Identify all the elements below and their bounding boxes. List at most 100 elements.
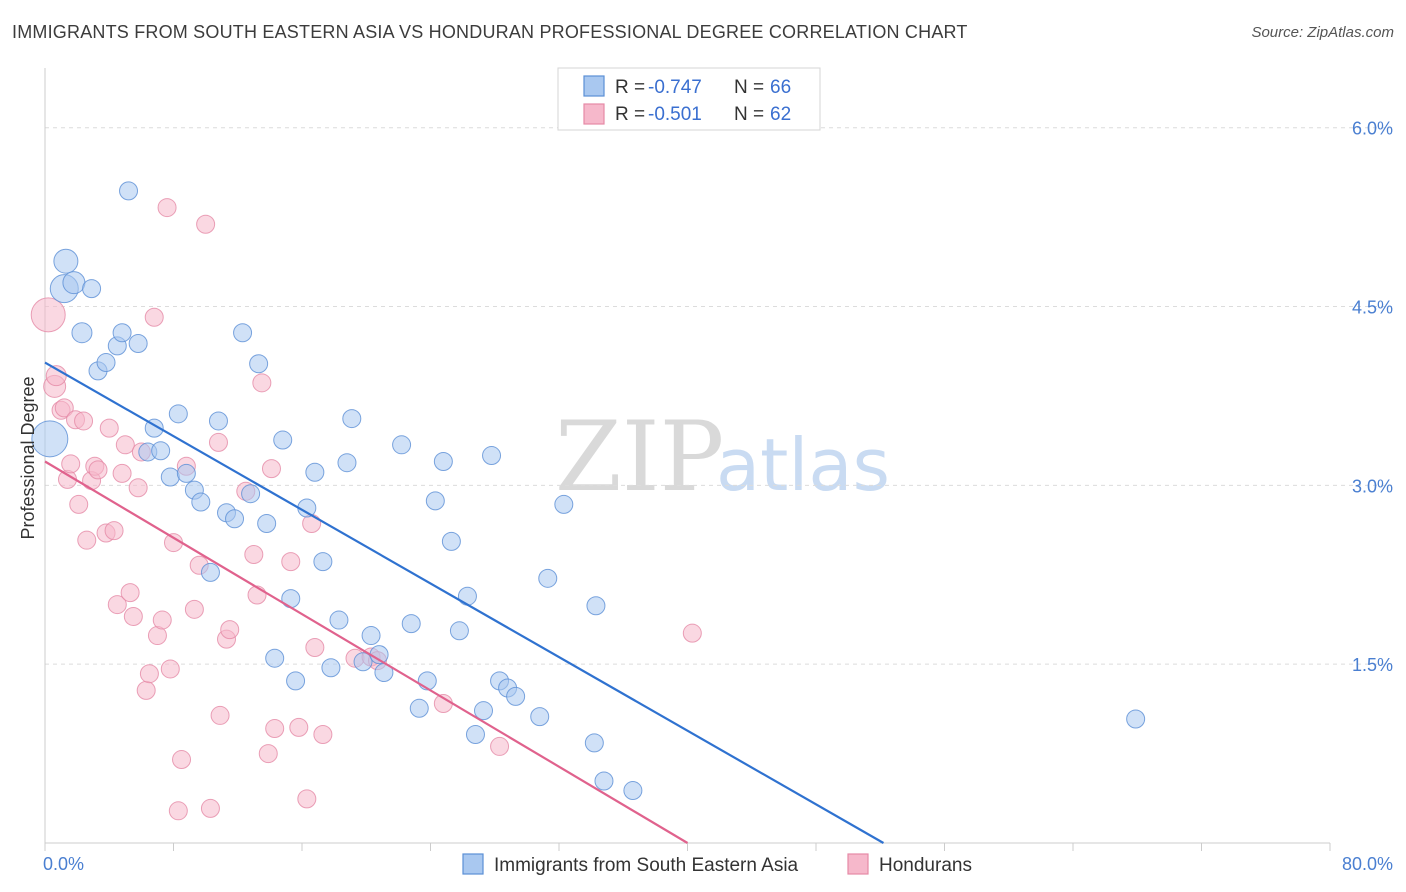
hondurans-point-8 <box>69 494 89 514</box>
legend-n-label-blue: N = <box>734 77 764 98</box>
immigrants-point-9 <box>112 323 132 343</box>
hondurans-point-9 <box>74 411 94 431</box>
hondurans-point-49 <box>265 719 285 739</box>
immigrants-point-63 <box>594 771 614 791</box>
hondurans-point-20 <box>120 583 140 603</box>
immigrants-point-21 <box>208 411 228 431</box>
hondurans-point-25 <box>139 664 159 684</box>
immigrants-point-23 <box>225 509 245 529</box>
watermark-zip: ZIP <box>555 401 724 513</box>
trend-lines <box>44 361 885 844</box>
immigrants-point-11 <box>128 333 148 353</box>
hondurans-point-0 <box>30 297 66 333</box>
y-tick-label-3: 6.0% <box>1352 119 1393 139</box>
immigrants-point-3 <box>62 271 86 295</box>
immigrants-point-5 <box>71 322 93 344</box>
hondurans-point-24 <box>136 680 156 700</box>
immigrants-point-40 <box>361 626 381 646</box>
immigrants-point-50 <box>449 621 469 641</box>
immigrants-point-49 <box>441 531 461 551</box>
hondurans-point-46 <box>252 373 272 393</box>
legend-r-value-pink: -0.501 <box>648 104 702 125</box>
immigrants-point-29 <box>273 430 293 450</box>
hondurans-point-39 <box>208 432 228 452</box>
hondurans-point-19 <box>115 435 135 455</box>
hondurans-point-60 <box>490 736 510 756</box>
immigrants-point-4 <box>82 279 102 299</box>
legend-swatch-blue <box>583 75 605 97</box>
hondurans-point-21 <box>123 606 143 626</box>
hondurans-point-45 <box>247 585 267 605</box>
legend-r-value-blue: -0.747 <box>648 77 702 98</box>
series-legend-label-blue: Immigrants from South Eastern Asia <box>494 855 799 876</box>
hondurans-point-54 <box>305 637 325 657</box>
immigrants-point-0 <box>31 420 69 458</box>
hondurans-point-51 <box>289 717 309 737</box>
hondurans-point-61 <box>682 623 702 643</box>
immigrants-point-24 <box>233 323 253 343</box>
hondurans-point-6 <box>61 454 81 474</box>
immigrants-point-45 <box>409 698 429 718</box>
immigrants-point-57 <box>506 686 526 706</box>
legend-r-label-blue: R = <box>615 77 645 98</box>
hondurans-point-4 <box>54 398 74 418</box>
watermark-atlas: atlas <box>716 423 890 507</box>
immigrants-point-20 <box>200 562 220 582</box>
immigrants-point-39 <box>353 652 373 672</box>
immigrants-point-53 <box>474 701 494 721</box>
hondurans-point-48 <box>261 459 281 479</box>
x-tick-label-max: 80.0% <box>1342 854 1393 874</box>
immigrants-point-43 <box>392 435 412 455</box>
hondurans-point-35 <box>184 599 204 619</box>
hondurans-point-42 <box>220 620 240 640</box>
series-legend: Immigrants from South Eastern Asia Hondu… <box>462 853 972 876</box>
immigrants-point-48 <box>433 452 453 471</box>
immigrants-point-34 <box>313 552 333 572</box>
source-credit: Source: ZipAtlas.com <box>1251 24 1394 41</box>
immigrants-point-26 <box>249 354 269 374</box>
immigrants-point-36 <box>329 610 349 630</box>
y-tick-label-2: 4.5% <box>1352 298 1393 318</box>
x-tick-label-min: 0.0% <box>43 854 84 874</box>
immigrants-point-28 <box>265 648 285 668</box>
immigrants-point-58 <box>530 707 550 727</box>
immigrants-point-7 <box>96 353 116 373</box>
immigrants-point-51 <box>457 586 477 606</box>
immigrants-point-2 <box>53 248 79 274</box>
immigrants-point-35 <box>321 658 341 678</box>
immigrants-point-27 <box>257 513 277 533</box>
immigrants-point-14 <box>151 441 171 461</box>
hondurans-point-44 <box>244 544 264 564</box>
watermark: ZIP atlas <box>555 401 890 513</box>
immigrants-point-37 <box>337 453 357 473</box>
immigrants-point-33 <box>305 462 325 482</box>
hondurans-point-40 <box>210 705 230 725</box>
immigrants-point-46 <box>417 671 437 691</box>
immigrants-point-47 <box>425 491 445 511</box>
hondurans-point-15 <box>99 418 119 438</box>
hondurans-point-38 <box>200 798 220 818</box>
hondurans-point-30 <box>160 659 180 679</box>
immigrants-point-15 <box>160 467 180 487</box>
immigrants-point-17 <box>176 463 196 483</box>
chart-title: IMMIGRANTS FROM SOUTH EASTERN ASIA VS HO… <box>12 22 968 42</box>
immigrants-point-44 <box>401 614 421 634</box>
immigrants-point-16 <box>168 404 188 424</box>
series-legend-swatch-pink <box>847 853 869 875</box>
immigrants-point-54 <box>482 446 502 466</box>
hondurans-point-33 <box>172 750 192 770</box>
immigrants-point-38 <box>342 409 362 429</box>
hondurans-point-37 <box>196 214 216 234</box>
immigrants-point-61 <box>584 733 604 753</box>
hondurans-point-50 <box>281 552 301 572</box>
y-axis-label: Professional Degree <box>18 376 38 539</box>
hondurans-point-26 <box>144 307 164 327</box>
immigrants-point-10 <box>119 181 139 201</box>
immigrants-point-59 <box>538 568 558 588</box>
legend-r-label-pink: R = <box>615 104 645 125</box>
hondurans-trend-line <box>44 460 689 844</box>
hondurans-point-22 <box>128 478 148 498</box>
legend-n-label-pink: N = <box>734 104 764 125</box>
legend-n-value-pink: 62 <box>770 104 791 125</box>
